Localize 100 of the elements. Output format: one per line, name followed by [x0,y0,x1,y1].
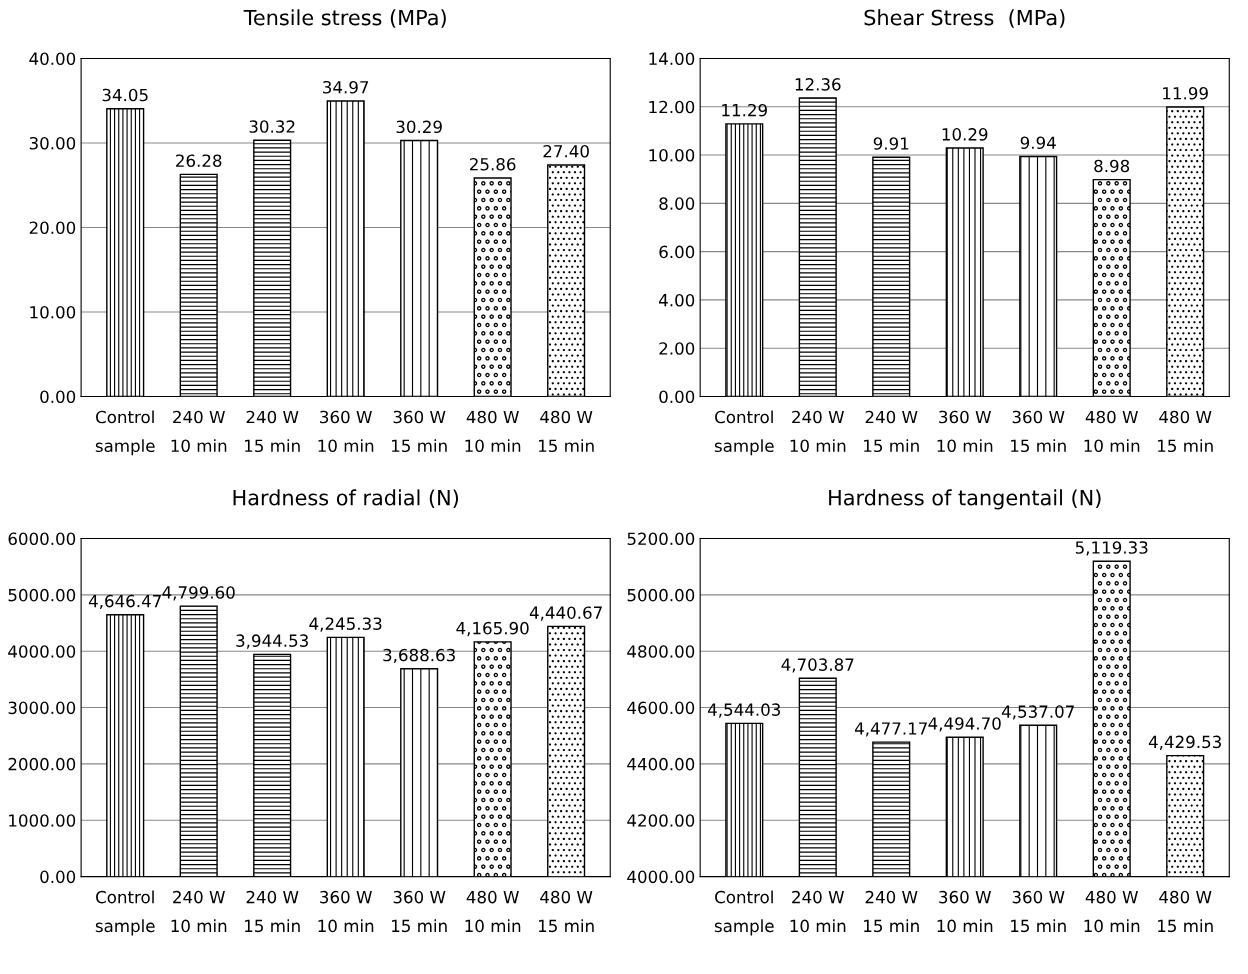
data-label: 12.36 [795,78,841,91]
x-tick-label: 240 W 15 min [245,410,300,453]
y-tick-label: 1000.00 [9,814,76,827]
bar [106,108,145,397]
x-tick-label: 360 W 15 min [1011,410,1066,453]
y-tick-label: 4200.00 [627,814,695,827]
bar [179,173,218,397]
x-tick-label: 480 W 15 min [539,890,594,933]
x-tick-label: 480 W 10 min [465,410,521,453]
x-tick-label: 240 W 10 min [171,890,227,933]
data-label: 4,429.53 [1148,735,1221,750]
data-label: 4,440.67 [529,606,602,621]
data-label: 4,165.90 [456,621,529,637]
x-tick-label: 360 W 10 min [318,410,374,453]
chart-title: Shear Stress (MPa) [864,9,1065,28]
y-tick-label: 20.00 [29,221,76,235]
y-tick-label: 4400.00 [627,757,695,771]
y-tick-label: 4800.00 [627,645,695,658]
x-tick-label: 480 W 10 min [465,890,521,933]
y-tick-label: 4000.00 [627,870,695,884]
data-label: 3,688.63 [383,648,455,664]
data-label: 4,799.60 [162,586,235,601]
y-tick-label: 5200.00 [627,532,695,546]
x-tick-label: 240 W 15 min [864,890,919,933]
x-tick-label: 360 W 15 min [1011,890,1066,933]
x-tick-label: 480 W 15 min [539,410,594,453]
x-tick-label: 240 W 10 min [790,890,846,933]
bar [106,614,145,877]
data-label: 4,703.87 [781,658,854,673]
x-tick-label: 480 W 10 min [1084,890,1140,933]
data-label: 34.97 [323,80,369,94]
data-label: 25.86 [470,157,516,171]
y-tick-label: 5000.00 [8,588,76,602]
y-tick-label: 0.00 [659,390,695,404]
x-tick-label: 360 W 10 min [318,890,374,933]
y-tick-label: 4600.00 [627,701,695,715]
bar [547,625,586,877]
x-tick-label: 240 W 10 min [171,410,227,453]
data-label: 10.29 [942,128,988,141]
bar [253,653,292,877]
y-tick-label: 4.00 [659,293,695,307]
y-tick-label: 6.00 [659,245,695,259]
x-tick-label: Control sample [95,890,155,936]
x-tick-label: Control sample [714,410,774,456]
bar [400,668,439,877]
bar [945,147,984,397]
data-label: 3,944.53 [236,634,308,649]
data-label: 30.29 [396,120,442,134]
chart-title: Hardness of tangentail (N) [829,489,1101,510]
y-tick-label: 2.00 [659,342,695,355]
y-tick-label: 3000.00 [8,701,76,715]
data-label: 4,494.70 [928,717,1001,732]
y-tick-label: 0.00 [40,870,76,884]
chart-title: Tensile stress (MPa) [243,9,446,28]
x-tick-label: 240 W 15 min [245,890,300,933]
data-label: 4,537.07 [1001,705,1074,720]
data-label: 11.99 [1163,86,1208,100]
data-label: 4,477.17 [854,722,927,737]
y-tick-label: 14.00 [649,52,695,66]
bar [400,139,439,397]
bar [1019,155,1058,397]
y-tick-label: 2000.00 [8,757,76,771]
data-label: 9.91 [873,137,909,150]
y-tick-label: 30.00 [29,136,76,150]
x-tick-label: Control sample [95,410,155,456]
y-tick-label: 0.00 [40,390,76,404]
y-tick-label: 4000.00 [8,645,76,658]
x-tick-label: 360 W 15 min [392,890,447,933]
bar [725,123,764,397]
y-tick-label: 6000.00 [8,532,76,546]
y-tick-label: 8.00 [659,197,695,210]
bar [872,156,911,397]
bar [1092,178,1131,397]
bar [473,177,512,397]
x-tick-label: 480 W 10 min [1084,410,1140,453]
data-label: 11.29 [722,103,767,117]
bar [1166,106,1205,397]
data-label: 4,245.33 [309,617,382,632]
data-label: 34.05 [102,88,148,102]
chart-title: Hardness of radial (N) [233,489,459,508]
data-label: 26.28 [176,154,222,168]
x-tick-label: 360 W 10 min [937,890,993,933]
x-tick-label: 240 W 10 min [790,410,846,453]
bar [253,139,292,397]
data-label: 8.98 [1094,159,1130,173]
data-label: 9.94 [1020,136,1056,150]
x-tick-label: Control sample [714,890,774,936]
data-label: 4,646.47 [88,594,161,610]
bar [473,641,512,877]
data-label: 4,544.03 [707,703,781,718]
y-tick-label: 12.00 [649,100,695,114]
x-tick-label: 480 W 15 min [1158,410,1213,453]
y-tick-label: 5000.00 [627,588,695,602]
y-tick-label: 10.00 [649,149,695,162]
bar [326,100,365,397]
bar [179,605,218,877]
bar [547,164,586,397]
bar [326,636,365,877]
x-tick-label: 480 W 15 min [1158,890,1213,933]
y-tick-label: 10.00 [30,305,76,319]
